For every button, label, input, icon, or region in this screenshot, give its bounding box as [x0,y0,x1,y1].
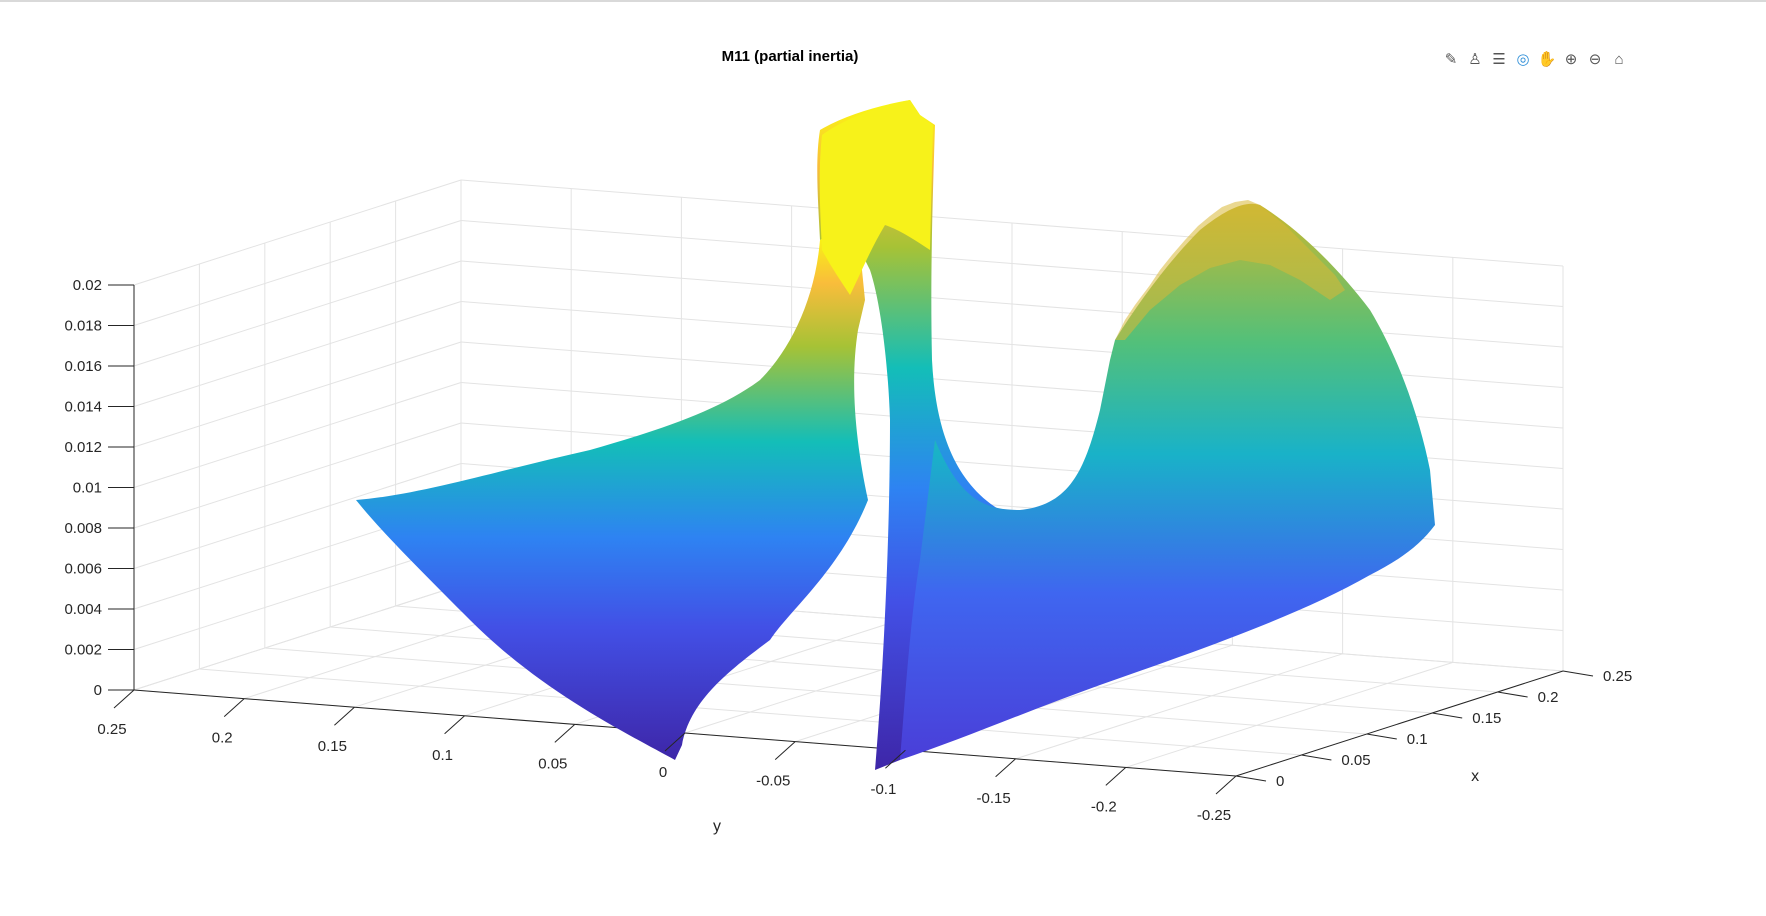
y-tick-label: -0.15 [976,790,1010,807]
x-tick-label: 0.05 [1341,752,1370,769]
y-tick [554,724,576,743]
chart-title: M11 (partial inertia) [721,48,859,65]
grid-line [133,301,462,407]
grid-line [133,463,462,569]
zoom-out-icon[interactable]: ⊖ [1588,51,1602,68]
z-tick-label: 0.012 [64,439,102,456]
pan-hand-icon[interactable]: ✋ [1537,51,1557,68]
x-tick-label: 0.1 [1407,731,1428,748]
surface-mesh [356,100,1435,770]
y-tick [1105,767,1127,786]
z-tick-label: 0 [94,682,102,699]
rotate-3d-icon[interactable]: ◎ [1516,51,1530,68]
y-tick [113,689,135,709]
y-tick-label: -0.05 [756,773,790,790]
z-tick-label: 0.014 [64,399,102,416]
y-tick-label: -0.25 [1197,807,1231,824]
x-tick-label: 0 [1276,773,1284,790]
home-icon[interactable]: ⌂ [1614,50,1624,68]
grid-line [133,382,462,488]
edit-plot-icon[interactable]: ✎ [1444,51,1458,68]
grid-line [1125,661,1453,768]
x-tick-label: 0.25 [1603,668,1632,685]
x-tick [1366,733,1397,740]
x-axis-label: x [1471,768,1479,785]
surface-left-lobe [356,230,868,760]
y-axis-label: y [713,818,721,835]
zoom-in-icon[interactable]: ⊕ [1564,51,1578,68]
grid-line [133,422,462,529]
y-tick-label: -0.1 [870,781,896,798]
y-tick-label: 0.25 [97,721,126,738]
z-tick-label: 0.008 [64,520,102,537]
y-tick [774,741,796,760]
grid-line [133,584,462,691]
y-tick [223,698,245,717]
z-tick-label: 0.018 [64,318,102,335]
x-tick-label: 0.2 [1538,689,1559,706]
grid-line [133,179,462,286]
axes-toolbar: ✎ ♙ ☰ ◎ ✋ ⊕ ⊖ ⌂ [1440,48,1630,70]
y-tick-label: 0.2 [212,730,233,747]
y-tick-label: 0.1 [432,747,453,764]
surface-peak-highlight [819,100,933,295]
brush-icon[interactable]: ♙ [1468,51,1482,68]
x-tick [1301,754,1332,761]
data-tips-icon[interactable]: ☰ [1492,51,1506,68]
y-tick-label: 0.05 [538,755,567,772]
x-tick [1497,691,1528,698]
z-tick-label: 0.004 [64,601,102,618]
z-tick-label: 0.016 [64,358,102,375]
z-tick-label: 0.01 [73,480,102,497]
grid-line [460,179,1564,267]
grid-line [1015,653,1343,760]
y-tick [664,732,686,752]
grid-line [460,220,1564,307]
y-tick [444,715,465,735]
grid-line [133,544,462,650]
grid-line [133,220,462,326]
grid-line [133,260,462,367]
z-tick-label: 0.002 [64,642,102,659]
x-axis-line [1235,670,1564,777]
y-tick-label: -0.2 [1091,798,1117,815]
window-top-border [0,0,1766,2]
surface-center-spike [817,100,1000,770]
surface-right-crest [1115,200,1345,340]
x-tick [1235,775,1267,782]
grid-line [133,341,462,448]
y-tick [1215,775,1237,795]
x-tick [1562,670,1594,677]
y-tick [885,749,906,769]
surface-right-lobe [900,203,1435,760]
x-tick-label: 0.15 [1472,710,1501,727]
z-tick-label: 0.02 [73,277,102,294]
z-tick-label: 0.006 [64,561,102,578]
y-tick [334,706,355,726]
y-tick-label: 0 [659,764,667,781]
x-tick [1432,712,1463,719]
y-tick-label: 0.15 [318,738,347,755]
y-tick [995,758,1016,778]
